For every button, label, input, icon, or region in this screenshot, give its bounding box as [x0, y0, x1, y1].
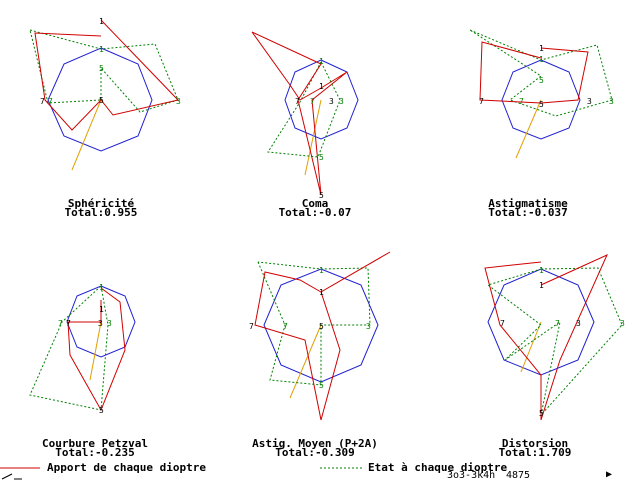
plot-title: Courbure Petzval	[42, 437, 148, 450]
marker-labels: 1 1 7 7 3 3 5	[500, 266, 625, 418]
marker-label: 5	[539, 76, 544, 85]
marker-label: 7	[519, 97, 524, 106]
marker-label: 7	[58, 319, 63, 328]
marker-label: 5	[539, 409, 544, 418]
marker-label: 7	[479, 97, 484, 106]
plot-coma: 1 1 7 7 3 3 5 5	[251, 31, 359, 200]
plot-mean-astigmatism: 1 1 7 7 5 3 5	[249, 251, 391, 421]
marker-label: 5	[319, 191, 324, 200]
apport-trace	[479, 41, 589, 104]
etat-trace	[469, 29, 613, 117]
plot-total: Total:-0.235	[55, 446, 135, 459]
marker-label: 1	[539, 44, 544, 53]
plot-title: Sphéricité	[67, 197, 135, 210]
marker-label: 1	[319, 82, 324, 91]
marker-label: 3	[176, 97, 181, 106]
axis-line	[71, 99, 102, 171]
marker-label: 1	[99, 283, 104, 292]
plot-spherical: 1 1 5 7 7 5 3	[29, 17, 181, 171]
plot-title: Astigmatisme	[488, 197, 568, 210]
marker-label: 1	[99, 305, 104, 314]
apport-trace	[484, 253, 608, 421]
marker-label: 3	[587, 97, 592, 106]
plot-total: Total:1.709	[498, 446, 572, 459]
marker-label: 3	[620, 319, 625, 328]
plot-total: Total:-0.037	[488, 206, 568, 219]
plot-title: Distorsion	[501, 437, 569, 450]
marker-label: 1	[319, 288, 324, 297]
marker-label: 7	[500, 319, 505, 328]
marker-label: 7	[310, 97, 315, 106]
etat-trace	[486, 267, 623, 417]
axis-line	[289, 324, 322, 399]
marker-label: 7	[295, 97, 300, 106]
plot-total: Total:-0.07	[278, 206, 352, 219]
marker-label: 3	[576, 319, 581, 328]
marker-label: 1	[319, 57, 324, 66]
marker-labels: 1 1 5 7 7 5 3	[40, 17, 181, 106]
marker-label: 7	[249, 322, 254, 331]
marker-label: 7	[555, 319, 560, 328]
reference-octagon	[284, 59, 359, 140]
plot-title: Coma	[301, 197, 329, 210]
marker-label: 1	[319, 266, 324, 275]
apport-trace	[251, 31, 348, 196]
marker-label: 3	[329, 97, 334, 106]
marker-label: 3	[609, 97, 614, 106]
marker-label: 5	[539, 100, 544, 109]
apport-trace	[34, 19, 179, 131]
plot-title: Astig. Moyen (P+2A)	[252, 437, 378, 450]
marker-label: 7	[48, 97, 53, 106]
marker-label: 5	[99, 64, 104, 73]
cursor-mark	[1, 473, 22, 480]
apport-trace	[67, 287, 126, 412]
marker-label: 1	[539, 281, 544, 290]
marker-label: 1	[99, 45, 104, 54]
axis-line	[515, 99, 542, 159]
axis-line	[520, 321, 542, 373]
marker-label: 5	[99, 96, 104, 105]
marker-labels: 1 1 7 7 5 3 5	[249, 266, 371, 390]
marker-label: 1	[99, 17, 104, 26]
marker-labels: 1 1 7 7 3 3 5 5	[295, 57, 344, 200]
apport-trace	[254, 251, 391, 421]
marker-label: 3	[107, 319, 112, 328]
marker-label: 5	[319, 322, 324, 331]
plot-total: Total:0.955	[64, 206, 138, 219]
plot-petzval: 1 1 7 7 3 3 5	[29, 283, 136, 415]
axis-line	[304, 99, 322, 176]
marker-label: 3	[339, 97, 344, 106]
marker-labels: 1 1 7 7 3 3 5	[58, 283, 112, 415]
marker-label: 5	[319, 153, 324, 162]
marker-label: 7	[40, 97, 45, 106]
marker-label: 5	[319, 381, 324, 390]
marker-label: 1	[539, 55, 544, 64]
status-code: 3o3-3k4h	[447, 470, 496, 481]
marker-label: 5	[99, 406, 104, 415]
status-number: 4875	[506, 470, 531, 481]
marker-labels: 1 1 5 7 7 5 3 3	[479, 44, 614, 109]
reference-octagon	[263, 268, 379, 383]
plot-total: Total:-0.309	[275, 446, 355, 459]
reference-octagon	[47, 47, 153, 152]
legend-apport-label: Apport de chaque dioptre	[47, 461, 206, 474]
etat-trace	[257, 261, 371, 386]
etat-trace	[29, 29, 179, 113]
marker-label: 1	[539, 266, 544, 275]
axis-line	[89, 321, 102, 381]
marker-label: 7	[283, 322, 288, 331]
etat-trace	[29, 285, 109, 411]
reference-octagon	[501, 59, 581, 140]
next-arrow-icon[interactable]: ▶	[606, 469, 613, 480]
etat-trace	[267, 61, 341, 158]
plot-distortion: 1 1 7 7 3 3 5	[484, 253, 625, 421]
marker-label: 3	[366, 322, 371, 331]
plot-astigmatism: 1 1 5 7 7 5 3 3	[469, 29, 614, 159]
marker-label: 3	[98, 319, 103, 328]
legend-etat-label: Etat à chaque dioptre	[368, 461, 508, 474]
marker-label: 7	[66, 319, 71, 328]
reference-octagon	[66, 285, 136, 358]
